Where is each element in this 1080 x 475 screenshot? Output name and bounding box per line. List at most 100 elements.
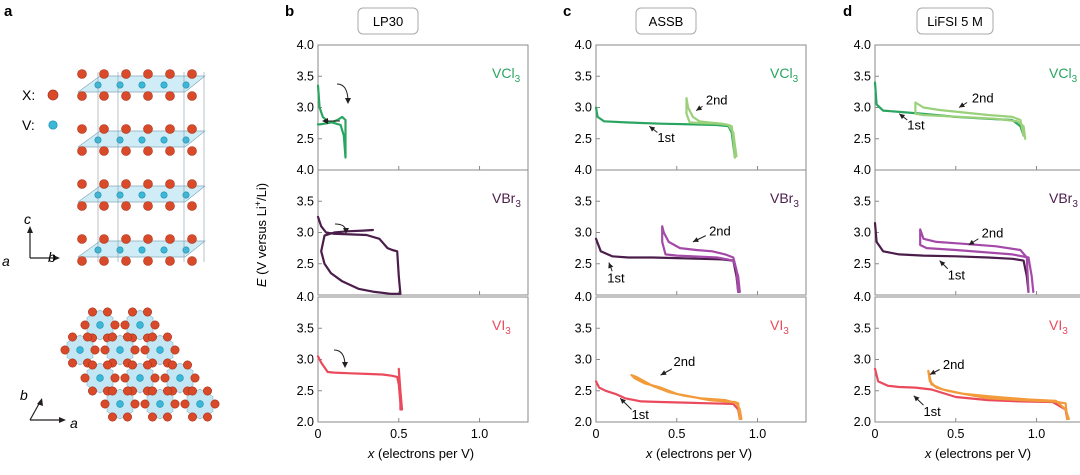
x-atom [120,320,130,330]
x-atom [123,332,133,342]
y-tick-label: 2.5 [575,384,592,398]
x-atom [68,332,78,342]
y-tick-label: 3.0 [297,353,314,367]
x-atom [187,201,197,211]
y-tick-label: 4.0 [575,290,592,304]
x-atom [110,320,120,330]
y-tick-label: 4.0 [297,163,314,177]
x-atom [140,345,150,355]
y-tick-label: 3.0 [575,353,592,367]
condition-title-box [635,7,697,35]
x-atom [210,399,220,409]
x-atom [123,386,133,396]
axis-b-label-top: b [48,249,56,265]
x-atom [80,320,90,330]
material-label: VI3 [1049,317,1068,337]
x-atom [121,234,131,244]
v-atom [182,191,190,199]
x-atom [187,146,197,156]
v-atom [136,321,144,329]
y-tick-label: 2.0 [297,415,314,429]
series-2nd-VI3 [927,369,1070,420]
panel-letter-c: c [563,3,571,20]
y-tick-label: 2.5 [297,257,314,271]
x-tick-label: 1.0 [1028,427,1045,441]
x-atom [121,69,131,79]
annotation-label: 2nd [972,91,994,106]
x-atom [163,412,173,422]
x-atom [203,386,213,396]
y-tick-label: 4.0 [575,163,592,177]
x-tick-label: 1.0 [471,427,488,441]
y-tick-label: 4.0 [575,38,592,52]
y-tick-label: 3.0 [575,101,592,115]
x-atom [128,360,138,370]
x-atom [108,412,118,422]
x-atom [165,234,175,244]
x-atom [103,307,113,317]
y-tick-label: 3.5 [854,69,871,83]
x-atom [77,91,87,101]
x-atom [150,320,160,330]
x-atom [143,234,153,244]
v-atom [136,374,144,382]
x-atom [128,307,138,317]
material-label: VCl3 [770,65,799,85]
x-atom [188,386,198,396]
x-atom [203,412,213,422]
x-atom [108,332,118,342]
row-VI3: 4.0 3.5 3.0 2.5 2.0 VI3 [297,290,529,429]
x-atom [143,256,153,266]
series-2nd-VBr3 [919,228,1035,293]
v-atom [156,346,164,354]
vx3-layer [77,234,206,266]
material-label: VCl3 [492,65,521,85]
x-atom [77,201,87,211]
direction-arrowhead [342,362,348,368]
x-atom [60,345,70,355]
condition-title-box [357,7,419,35]
row-VI3: 4.0 3.5 3.0 2.5 2.0 VI3 2nd 1st [575,290,807,429]
x-atom [187,124,197,134]
x-atom [140,399,150,409]
x-axis-title: x (electrons per V) [924,446,1031,461]
x-atom [99,256,109,266]
x-atom [148,332,158,342]
annotation-label: 1st [632,407,650,422]
panel-a-structure: a X: V: c a b b a [2,3,220,431]
x-atom [187,69,197,79]
row-VCl3: 4.0 3.5 3.0 2.5 VCl3 [297,38,529,171]
y-tick-label: 3.5 [854,321,871,335]
x-tick-label: 0.5 [668,427,685,441]
y-tick-label: 2.0 [575,415,592,429]
x-atom [130,399,140,409]
annotation-2nd: 2nd [929,357,965,375]
axis-b-label-bottom: b [20,387,28,403]
x-atom [99,234,109,244]
series-2nd-VCl3 [914,101,1027,140]
annotation-2nd: 2nd [968,226,1003,246]
x-atom [121,146,131,156]
annotation-arrowhead [959,102,965,108]
x-atom [130,345,140,355]
legend-x-atom [47,89,59,101]
plot-frame [317,296,529,423]
x-atom [160,373,170,383]
plot-frame [874,169,1080,296]
v-atom [76,346,84,354]
x-atom [121,179,131,189]
y-tick-label: 4.0 [854,290,871,304]
y-tick-label: 2.5 [854,132,871,146]
v-atom [160,191,168,199]
x-atom [163,332,173,342]
x-atom [187,234,197,244]
structure-legend: X: V: [22,87,59,133]
y-tick-label: 3.5 [575,69,592,83]
series-1st-VBr3 [316,215,402,295]
v-atom [182,136,190,144]
y-tick-label: 3.5 [297,321,314,335]
plot-frame [595,169,807,296]
x-atom [187,256,197,266]
plot-frame [317,169,529,296]
x-atom [148,386,158,396]
